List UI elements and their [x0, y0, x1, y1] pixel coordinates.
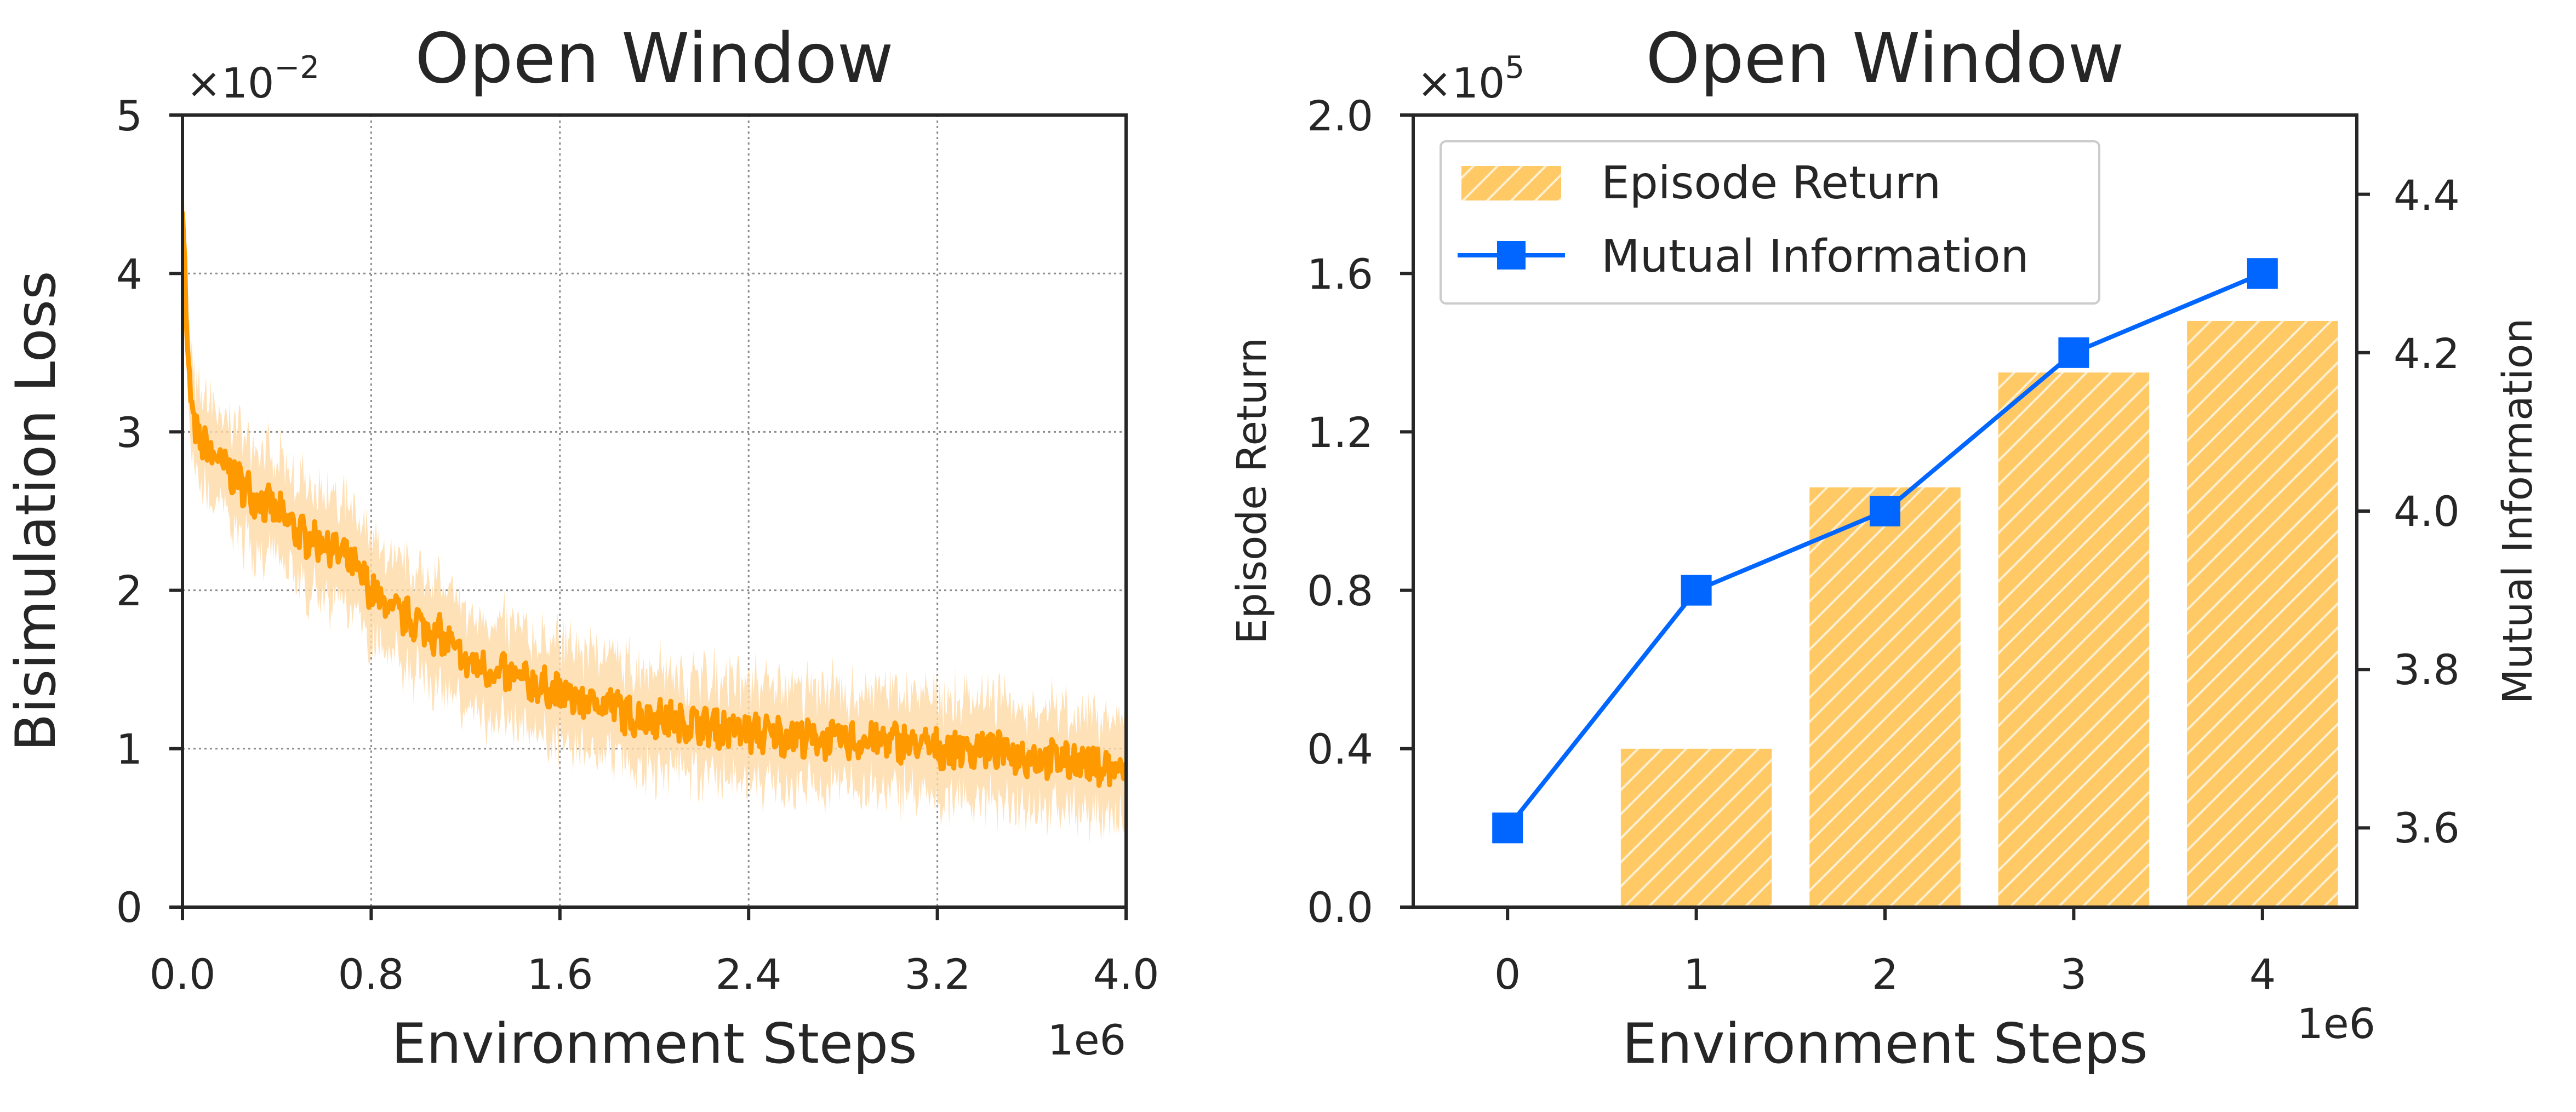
chart-title: Open Window: [415, 18, 893, 99]
x-tick-label: 0.8: [338, 950, 404, 999]
y2-tick-label: 4.4: [2394, 171, 2460, 220]
bar-episode-return: [2187, 320, 2338, 908]
x-tick-label: 1: [1683, 950, 1710, 999]
x-tick-label: 3.2: [905, 950, 971, 999]
y-offset-base: ×10: [186, 59, 274, 107]
y-offset-label: ×10−2: [186, 50, 319, 107]
legend-swatch-episode-return: [1461, 166, 1561, 200]
x-tick-label: 3: [2060, 950, 2087, 999]
x-tick-label: 0: [1494, 950, 1521, 999]
y-tick-label: 0.4: [1307, 725, 1373, 773]
x-tick-label: 2: [1872, 950, 1898, 999]
y-tick-label: 2.0: [1307, 91, 1373, 140]
y-offset-exponent: −2: [274, 50, 319, 85]
x-offset-label: 1e6: [1048, 1016, 1126, 1064]
mutual-information-marker: [1681, 575, 1712, 606]
plot-area: [182, 150, 1126, 844]
x-tick-label: 0.0: [150, 950, 216, 999]
y2-tick-label: 4.2: [2394, 329, 2460, 378]
legend-square-marker-icon: [1497, 241, 1526, 270]
bars: [1620, 320, 2338, 908]
axes-frame: [181, 113, 1128, 909]
y-tick-label: 4: [116, 250, 142, 299]
episode-return-chart: 0 1 2 3 4 0.0 0.4 0.8 1.2 1.6 2.0 3.6 3.…: [1229, 18, 2541, 1076]
y2-tick-label: 3.8: [2394, 645, 2460, 694]
bisimulation-loss-chart: 0.0 0.8 1.6 2.4 3.2 4.0 0 1 2 3 4 5 ×10−…: [3, 18, 1159, 1076]
y-axis-label: Episode Return: [1229, 337, 1276, 644]
x-tick-label: 1.6: [527, 950, 593, 999]
y-tick-label: 2: [116, 566, 142, 615]
y-tick-label: 1: [116, 725, 142, 773]
y-tick-label: 0: [116, 883, 142, 932]
x-tick-label: 4: [2249, 950, 2276, 999]
y-tick-label: 5: [116, 91, 142, 140]
y-offset-label: ×105: [1417, 50, 1524, 107]
x-axis-label: Environment Steps: [391, 1011, 917, 1076]
y-axis-label: Bisimulation Loss: [3, 271, 68, 752]
y2-axis-label: Mutual Information: [2494, 318, 2541, 704]
mutual-information-series: [1492, 258, 2278, 844]
legend-label: Mutual Information: [1601, 231, 2029, 283]
tick-marks: [169, 113, 1128, 920]
y-tick-label: 1.2: [1307, 408, 1373, 457]
y-tick-label: 1.6: [1307, 250, 1373, 299]
y-offset-exponent: 5: [1505, 50, 1524, 85]
chart-title: Open Window: [1646, 18, 2124, 99]
loss-std-band: [182, 150, 1126, 844]
x-offset-label: 1e6: [2297, 999, 2375, 1048]
y2-tick-label: 3.6: [2394, 804, 2460, 852]
y-tick-label: 0.8: [1307, 566, 1373, 615]
mutual-information-marker: [2058, 337, 2089, 368]
bar-episode-return: [1809, 487, 1961, 907]
mutual-information-marker: [2247, 258, 2278, 289]
x-tick-label: 4.0: [1093, 950, 1160, 999]
y-tick-label: 3: [116, 408, 142, 457]
loss-line: [182, 211, 1126, 788]
bar-episode-return: [1620, 748, 1772, 907]
mutual-information-marker: [1870, 496, 1900, 526]
legend-box: [1440, 140, 2100, 305]
y2-tick-label: 4.0: [2394, 487, 2460, 536]
mutual-information-marker: [1492, 812, 1523, 844]
tick-marks: [1400, 113, 2370, 920]
legend-label: Episode Return: [1601, 157, 1941, 209]
bar-episode-return: [1998, 372, 2150, 907]
x-tick-label: 2.4: [716, 950, 782, 999]
legend: Episode Return Mutual Information: [1440, 140, 2100, 305]
x-axis-label: Environment Steps: [1622, 1011, 2148, 1076]
y-tick-label: 0.0: [1307, 883, 1373, 932]
y-offset-base: ×10: [1417, 59, 1505, 107]
